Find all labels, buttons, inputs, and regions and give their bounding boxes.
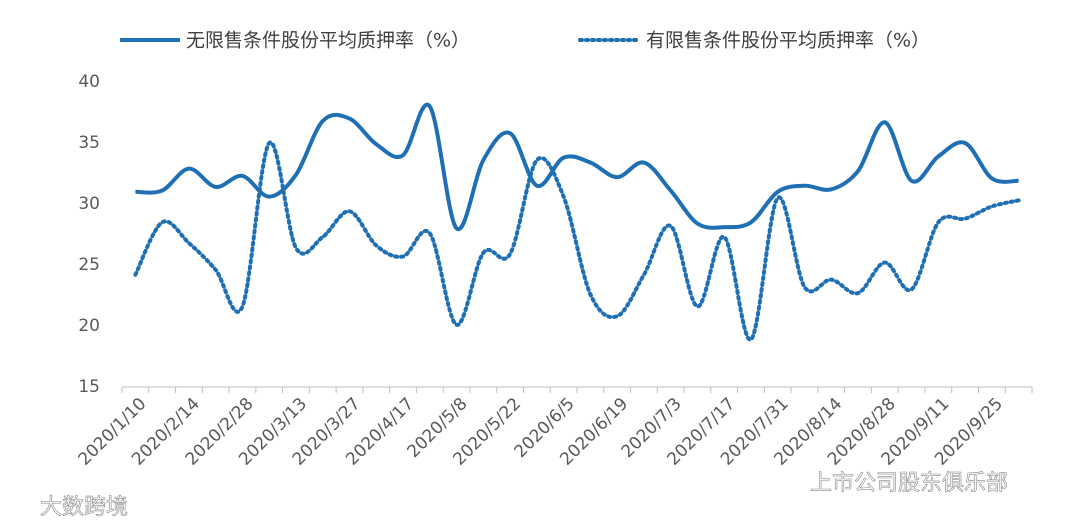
y-tick-label: 25 xyxy=(78,255,100,275)
y-tick-label: 35 xyxy=(78,133,100,153)
series-line xyxy=(133,140,1021,342)
legend-label: 无限售条件股份平均质押率（%） xyxy=(186,30,470,52)
watermark: 上市公司股东俱乐部 xyxy=(810,471,1008,496)
y-tick-label: 15 xyxy=(78,377,100,397)
y-tick-label: 30 xyxy=(78,194,100,214)
legend-label: 有限售条件股份平均质押率（%） xyxy=(646,30,930,52)
y-tick-label: 20 xyxy=(78,316,100,336)
watermark: 大数跨境 xyxy=(40,495,128,520)
series-line xyxy=(135,102,1019,232)
y-tick-label: 40 xyxy=(78,72,100,92)
